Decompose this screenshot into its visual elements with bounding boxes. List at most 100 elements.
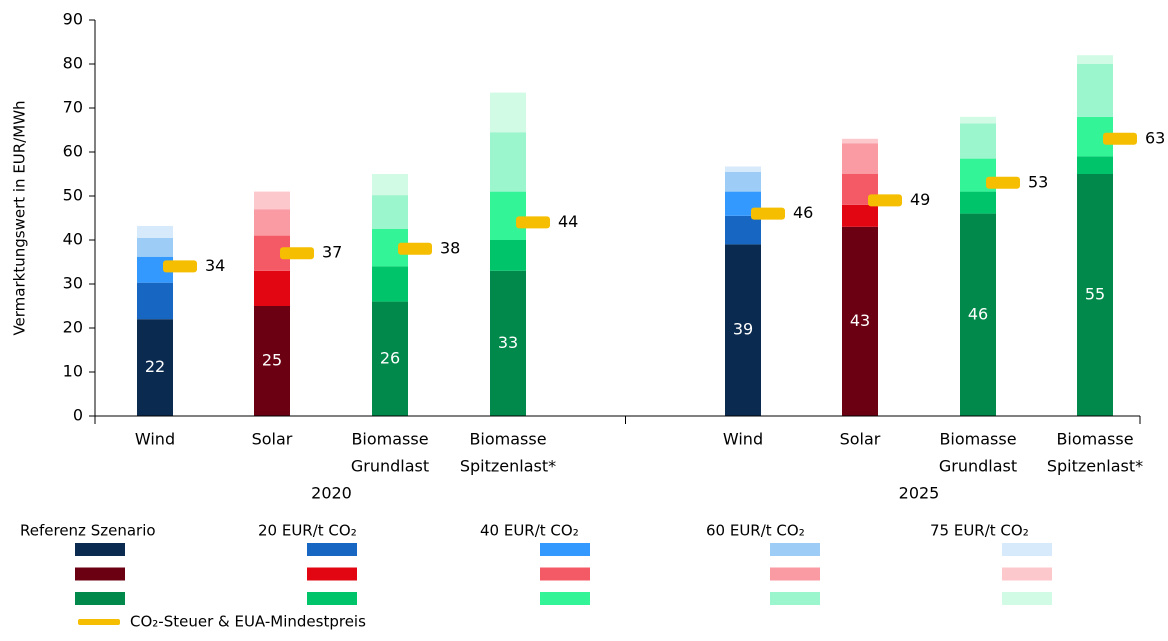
bar-segment <box>1077 156 1113 174</box>
bar-segment <box>137 237 173 257</box>
bar-segment <box>490 240 526 271</box>
y-tick-label: 90 <box>63 10 83 29</box>
co2-marker <box>986 176 1020 189</box>
y-tick-label: 20 <box>63 318 83 337</box>
y-tick-label: 0 <box>73 406 83 425</box>
bar-segment <box>490 191 526 240</box>
bar-segment <box>254 306 290 416</box>
x-tick-label: Solar <box>840 430 881 449</box>
legend-marker <box>78 619 120 625</box>
legend-swatch <box>307 567 357 581</box>
legend-label: Referenz Szenario <box>20 522 156 540</box>
co2-marker-label: 63 <box>1145 128 1165 147</box>
legend-swatch <box>1002 592 1052 605</box>
legend-label: CO₂-Steuer & EUA-Mindestpreis <box>130 613 366 631</box>
bar-value-label: 46 <box>968 304 988 323</box>
bar-segment <box>725 215 761 245</box>
co2-marker <box>1103 132 1137 145</box>
group-label: 2020 <box>311 484 352 503</box>
bar-value-label: 26 <box>380 348 400 367</box>
bar-segment <box>725 171 761 192</box>
x-tick-label: Spitzenlast* <box>1047 457 1143 476</box>
x-tick-label: Biomasse <box>1056 430 1133 449</box>
x-tick-label: Biomasse <box>939 430 1016 449</box>
y-tick-label: 80 <box>63 54 83 73</box>
bar-segment <box>490 92 526 133</box>
bar-value-label: 43 <box>850 311 870 330</box>
bar-segment <box>254 270 290 306</box>
y-tick-label: 70 <box>63 98 83 117</box>
bar-value-label: 55 <box>1085 285 1105 304</box>
legend-swatch <box>75 543 125 556</box>
legend-swatch <box>540 567 590 581</box>
legend-swatch <box>770 592 820 605</box>
co2-marker <box>516 216 550 229</box>
bar-value-label: 22 <box>145 357 165 376</box>
x-tick-label: Solar <box>252 430 293 449</box>
x-tick-label: Wind <box>723 430 763 449</box>
bar-segment <box>842 204 878 227</box>
legend-label: 60 EUR/t CO₂ <box>706 522 805 540</box>
co2-marker-label: 44 <box>558 212 578 231</box>
y-tick-label: 50 <box>63 186 83 205</box>
bar-segment <box>137 319 173 416</box>
bar-segment <box>842 143 878 174</box>
y-tick-label: 10 <box>63 362 83 381</box>
bar-segment <box>372 301 408 416</box>
co2-marker <box>398 242 432 255</box>
x-tick-label: Spitzenlast* <box>460 457 556 476</box>
y-axis-label: Vermarktungswert in EUR/MWh <box>11 100 29 335</box>
y-tick-label: 40 <box>63 230 83 249</box>
bar-segment <box>254 191 290 210</box>
legend-label: 75 EUR/t CO₂ <box>930 522 1029 540</box>
co2-marker <box>280 247 314 260</box>
bar-segment <box>842 138 878 144</box>
legend-swatch <box>307 543 357 556</box>
bar-segment <box>490 270 526 416</box>
bar-segment <box>960 191 996 214</box>
co2-marker <box>751 207 785 220</box>
bar-segment <box>1077 174 1113 416</box>
legend-swatch <box>1002 543 1052 556</box>
co2-marker-label: 38 <box>440 238 460 257</box>
bar-segment <box>254 209 290 236</box>
bar-segment <box>725 244 761 416</box>
x-tick-label: Grundlast <box>939 457 1017 476</box>
bar-segment <box>1077 55 1113 64</box>
bar-segment <box>725 166 761 172</box>
legend-swatch <box>307 592 357 605</box>
legend-label: 40 EUR/t CO₂ <box>480 522 579 540</box>
y-tick-label: 60 <box>63 142 83 161</box>
bar-segment <box>960 116 996 124</box>
co2-marker-label: 53 <box>1028 172 1048 191</box>
co2-marker <box>868 194 902 207</box>
bar-value-label: 25 <box>262 351 282 370</box>
co2-marker-label: 34 <box>205 256 225 275</box>
legend-swatch <box>770 567 820 581</box>
bar-segment <box>490 132 526 192</box>
bar-segment <box>137 225 173 238</box>
y-tick-label: 30 <box>63 274 83 293</box>
x-tick-label: Biomasse <box>351 430 428 449</box>
bar-segment <box>372 266 408 302</box>
legend-swatch <box>540 543 590 556</box>
legend-swatch <box>770 543 820 556</box>
legend-swatch <box>75 567 125 581</box>
bar-segment <box>960 123 996 159</box>
bar-value-label: 33 <box>498 333 518 352</box>
legend-swatch <box>1002 567 1052 581</box>
bar-segment <box>137 282 173 320</box>
legend-swatch <box>540 592 590 605</box>
co2-marker-label: 49 <box>910 190 930 209</box>
x-tick-label: Wind <box>135 430 175 449</box>
x-tick-label: Biomasse <box>469 430 546 449</box>
legend-swatch <box>75 592 125 605</box>
co2-marker <box>163 260 197 273</box>
bar-segment <box>960 213 996 416</box>
bar-value-label: 39 <box>733 320 753 339</box>
bar-segment <box>372 174 408 196</box>
co2-marker-label: 46 <box>793 203 813 222</box>
bar-segment <box>1077 64 1113 117</box>
co2-marker-label: 37 <box>322 243 342 262</box>
